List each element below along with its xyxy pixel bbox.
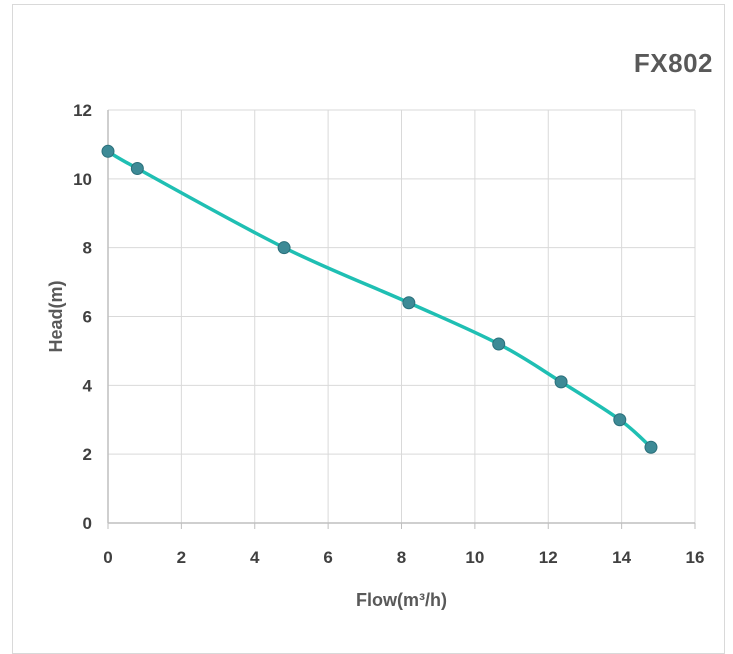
- y-tick-label: 2: [83, 445, 92, 464]
- x-tick-label: 16: [686, 548, 705, 567]
- chart-title: FX802: [633, 48, 713, 78]
- x-tick-label: 0: [103, 548, 112, 567]
- data-point: [101, 144, 115, 158]
- y-tick-labels: 0 2 4 6 8 10 12: [73, 101, 92, 533]
- x-tick-label: 2: [177, 548, 186, 567]
- y-tick-label: 10: [73, 170, 92, 189]
- data-point: [130, 162, 144, 176]
- y-tick-label: 6: [83, 308, 92, 327]
- x-tick-labels: 0 2 4 6 8 10 12 14 16: [103, 548, 704, 567]
- x-tick-label: 12: [539, 548, 558, 567]
- series-points: [101, 144, 658, 454]
- series-line: [107, 149, 653, 449]
- y-axis-label: Head(m): [46, 280, 66, 352]
- data-point: [644, 440, 658, 454]
- y-tick-label: 8: [83, 239, 92, 258]
- data-point: [492, 337, 506, 351]
- x-tick-label: 8: [397, 548, 406, 567]
- x-axis-label: Flow(m³/h): [356, 590, 447, 610]
- chart-frame: [12, 4, 725, 654]
- x-tick-label: 4: [250, 548, 260, 567]
- data-point: [277, 241, 291, 255]
- x-tick-label: 10: [465, 548, 484, 567]
- data-point: [402, 296, 416, 310]
- gridlines: [107, 109, 696, 524]
- data-point: [613, 413, 627, 427]
- x-tick-label: 14: [612, 548, 631, 567]
- axes: [107, 110, 696, 529]
- y-tick-label: 12: [73, 101, 92, 120]
- data-point: [554, 375, 568, 389]
- y-tick-label: 0: [83, 514, 92, 533]
- x-tick-label: 6: [323, 548, 332, 567]
- y-tick-label: 4: [83, 376, 93, 395]
